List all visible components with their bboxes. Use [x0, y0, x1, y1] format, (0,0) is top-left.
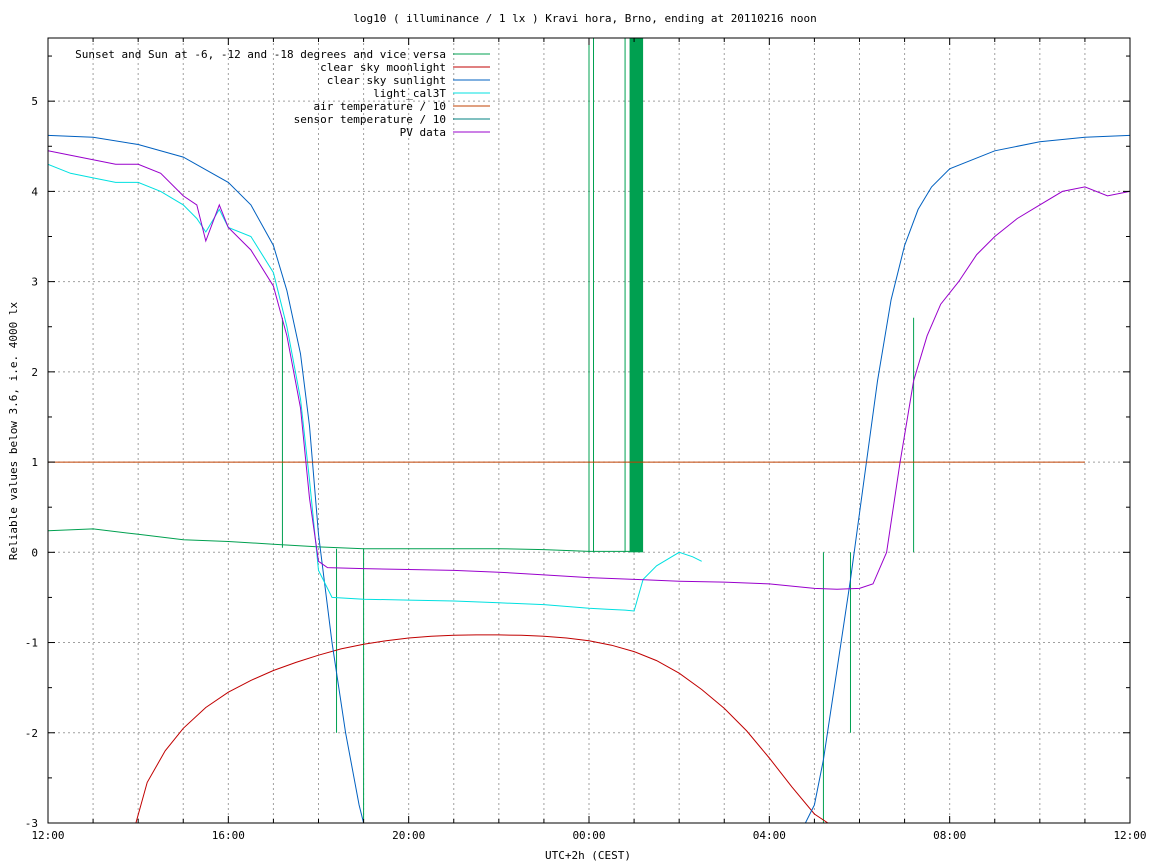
legend: Sunset and Sun at -6, -12 and -18 degree… — [75, 48, 490, 139]
x-tick-label: 08:00 — [933, 829, 966, 842]
series-sunset-and-sun-at-6-12-and-18-degrees-and-vice-versa-line — [48, 528, 635, 552]
y-tick-label: 2 — [31, 366, 38, 379]
series-sunset-and-sun-at-6-12-and-18-degrees-and-vice-versa-band — [629, 38, 644, 553]
chart-title: log10 ( illuminance / 1 lx ) Kravi hora,… — [353, 12, 817, 25]
series-clear-sky-sunlight-line — [48, 134, 1130, 823]
y-tick-label: 1 — [31, 456, 38, 469]
plot-area — [48, 38, 1130, 823]
y-tick-label: 0 — [31, 546, 38, 559]
y-axis-label: Reliable values below 3.6, i.e. 4000 lx — [7, 301, 20, 560]
x-tick-label: 20:00 — [392, 829, 425, 842]
legend-label: PV data — [400, 126, 446, 139]
legend-label: clear sky moonlight — [320, 61, 446, 74]
y-tick-label: -1 — [25, 637, 38, 650]
y-tick-label: -2 — [25, 727, 38, 740]
x-tick-label: 16:00 — [212, 829, 245, 842]
y-tick-label: 4 — [31, 185, 38, 198]
x-tick-label: 04:00 — [753, 829, 786, 842]
x-tick-label: 00:00 — [572, 829, 605, 842]
y-tick-label: 5 — [31, 95, 38, 108]
legend-label: light_cal3T — [373, 87, 446, 100]
series-light-cal3t-line — [48, 163, 702, 612]
legend-label: sensor temperature / 10 — [294, 113, 446, 126]
x-axis-label: UTC+2h (CEST) — [545, 849, 631, 862]
legend-label: clear sky sunlight — [327, 74, 446, 87]
series-pv-data-line — [48, 150, 1130, 590]
legend-label: Sunset and Sun at -6, -12 and -18 degree… — [75, 48, 446, 61]
x-axis: 12:00 16:00 20:00 00:00 04:00 08:00 12:00 — [31, 38, 1147, 842]
x-tick-label: 12:00 — [1113, 829, 1146, 842]
legend-label: air temperature / 10 — [314, 100, 446, 113]
y-tick-label: 3 — [31, 276, 38, 289]
series-clear-sky-moonlight-line — [135, 634, 829, 823]
y-tick-label: -3 — [25, 817, 38, 830]
x-tick-label: 12:00 — [31, 829, 64, 842]
y-axis: -3 -2 -1 0 1 2 3 4 5 — [25, 55, 1130, 830]
